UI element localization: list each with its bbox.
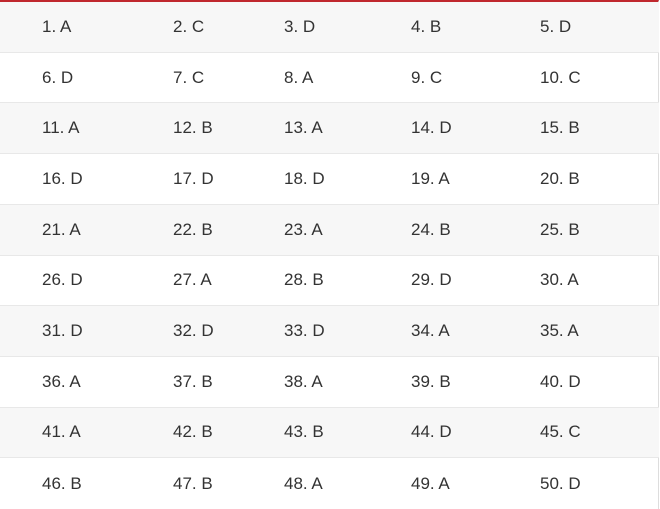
answer-cell: 25. B [540, 219, 580, 239]
answer-cell: 9. C [411, 67, 443, 87]
answer-cell: 39. B [411, 371, 451, 391]
answer-cell: 23. A [284, 219, 323, 239]
answer-cell: 5. D [540, 16, 572, 36]
answer-cell: 35. A [540, 321, 579, 341]
answer-cell: 36. A [42, 371, 81, 391]
table-row: 26. D 27. A 28. B 29. D 30. A [0, 256, 659, 307]
answer-cell: 27. A [173, 270, 212, 290]
answer-cell: 45. C [540, 422, 581, 442]
answer-cell: 19. A [411, 168, 450, 188]
answer-cell: 49. A [411, 473, 450, 493]
answer-cell: 24. B [411, 219, 451, 239]
answer-cell: 4. B [411, 16, 442, 36]
answer-cell: 6. D [42, 67, 74, 87]
answer-cell: 14. D [411, 118, 452, 138]
answer-cell: 32. D [173, 321, 214, 341]
answer-cell: 22. B [173, 219, 213, 239]
answer-cell: 15. B [540, 118, 580, 138]
answer-cell: 11. A [42, 118, 80, 138]
answer-cell: 46. B [42, 473, 82, 493]
answer-cell: 1. A [42, 16, 72, 36]
answer-cell: 21. A [42, 219, 81, 239]
table-row: 6. D 7. C 8. A 9. C 10. C [0, 53, 659, 104]
answer-cell: 30. A [540, 270, 579, 290]
table-row: 11. A 12. B 13. A 14. D 15. B [0, 103, 659, 155]
answer-cell: 31. D [42, 321, 83, 341]
answer-cell: 20. B [540, 168, 580, 188]
table-row: 1. A 2. C 3. D 4. B 5. D [0, 2, 659, 53]
answer-cell: 44. D [411, 422, 452, 442]
answer-cell: 48. A [284, 473, 323, 493]
answer-cell: 47. B [173, 473, 213, 493]
table-row: 41. A 42. B 43. B 44. D 45. C [0, 407, 659, 459]
answer-cell: 7. C [173, 67, 205, 87]
answer-cell: 16. D [42, 168, 83, 188]
answer-cell: 42. B [173, 422, 213, 442]
table-row: 36. A 37. B 38. A 39. B 40. D [0, 357, 659, 408]
answer-cell: 33. D [284, 321, 325, 341]
answer-cell: 8. A [284, 67, 314, 87]
answer-cell: 43. B [284, 422, 324, 442]
answer-cell: 10. C [540, 67, 581, 87]
answer-cell: 41. A [42, 422, 81, 442]
table-row: 31. D 32. D 33. D 34. A 35. A [0, 306, 659, 357]
answer-cell: 29. D [411, 270, 452, 290]
answer-cell: 28. B [284, 270, 324, 290]
table-row: 21. A 22. B 23. A 24. B 25. B [0, 204, 659, 256]
answer-cell: 40. D [540, 371, 581, 391]
table-row: 46. B 47. B 48. A 49. A 50. D [0, 458, 659, 509]
answer-cell: 38. A [284, 371, 323, 391]
answer-cell: 13. A [284, 118, 323, 138]
answer-cell: 12. B [173, 118, 213, 138]
answer-cell: 50. D [540, 473, 581, 493]
answer-cell: 17. D [173, 168, 214, 188]
answer-cell: 37. B [173, 371, 213, 391]
answer-cell: 26. D [42, 270, 83, 290]
answer-cell: 18. D [284, 168, 325, 188]
answer-cell: 2. C [173, 16, 205, 36]
answer-cell: 34. A [411, 321, 450, 341]
table-row: 16. D 17. D 18. D 19. A 20. B [0, 154, 659, 205]
answer-cell: 3. D [284, 16, 316, 36]
